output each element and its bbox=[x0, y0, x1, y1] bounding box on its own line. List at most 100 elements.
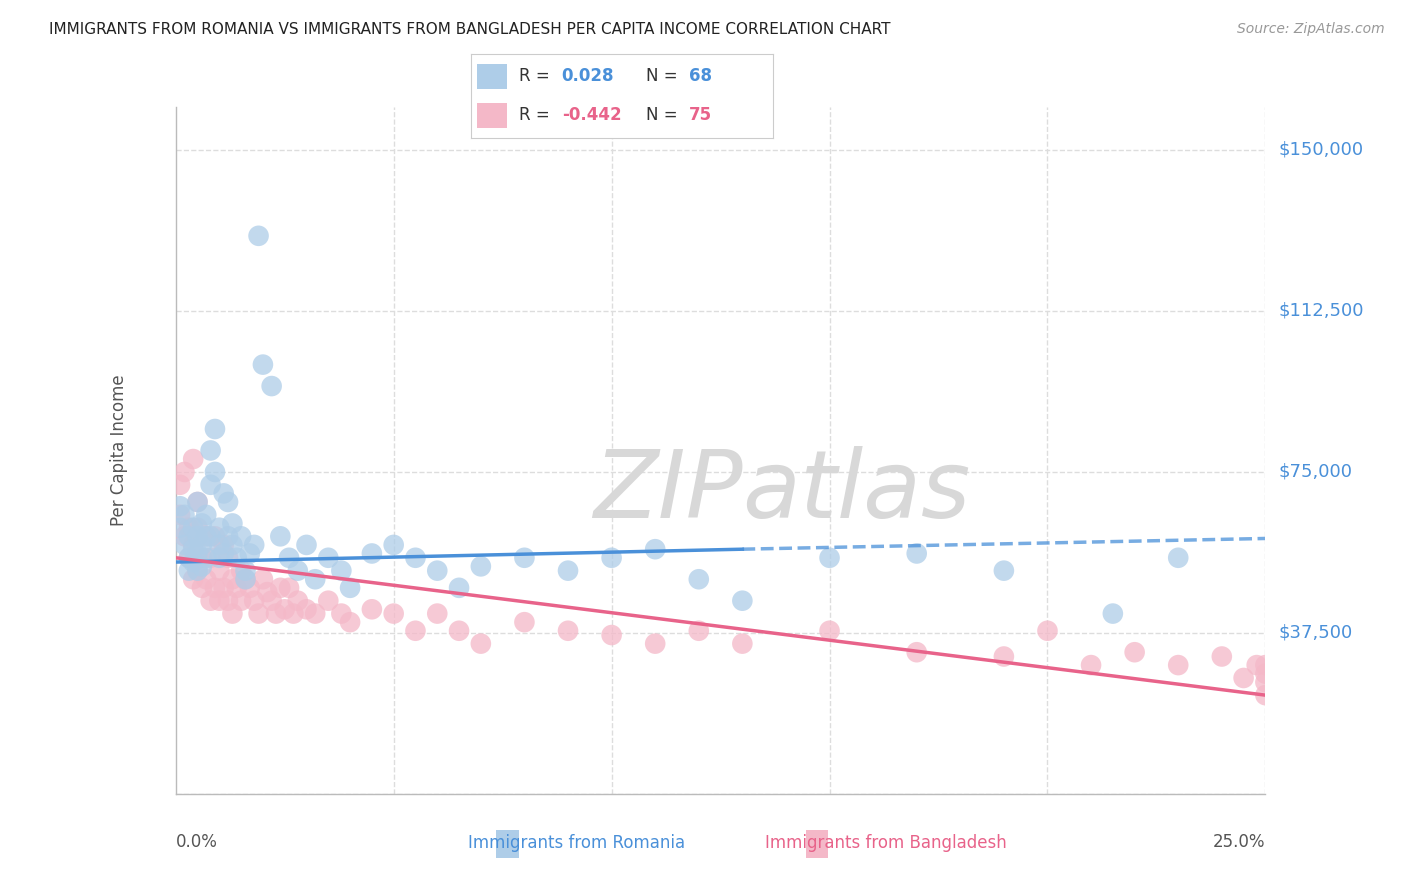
Point bbox=[221, 607, 243, 621]
Point bbox=[181, 521, 204, 535]
Point bbox=[235, 572, 257, 586]
Point bbox=[231, 529, 253, 543]
Point bbox=[208, 538, 231, 552]
Point bbox=[173, 508, 195, 522]
Point bbox=[274, 602, 297, 616]
Point bbox=[204, 529, 226, 543]
Text: 0.028: 0.028 bbox=[562, 68, 614, 86]
Point bbox=[264, 607, 287, 621]
Point bbox=[360, 602, 382, 616]
Point bbox=[212, 538, 235, 552]
Point bbox=[169, 478, 191, 492]
Point bbox=[557, 564, 579, 578]
Point bbox=[181, 452, 204, 467]
Point bbox=[191, 559, 214, 574]
Text: N =: N = bbox=[647, 68, 683, 86]
Point bbox=[1254, 658, 1277, 673]
Point bbox=[905, 645, 928, 659]
Point bbox=[295, 538, 318, 552]
Text: R =: R = bbox=[519, 68, 555, 86]
Point bbox=[208, 521, 231, 535]
Point bbox=[818, 624, 841, 638]
Text: IMMIGRANTS FROM ROMANIA VS IMMIGRANTS FROM BANGLADESH PER CAPITA INCOME CORRELAT: IMMIGRANTS FROM ROMANIA VS IMMIGRANTS FR… bbox=[49, 22, 891, 37]
Point bbox=[470, 637, 492, 651]
Point bbox=[1211, 649, 1233, 664]
Point bbox=[339, 615, 361, 630]
Point bbox=[195, 550, 218, 565]
Point bbox=[231, 593, 253, 607]
Point bbox=[191, 581, 214, 595]
Text: $37,500: $37,500 bbox=[1278, 624, 1353, 642]
Text: $112,500: $112,500 bbox=[1278, 302, 1364, 320]
Point bbox=[287, 564, 309, 578]
Text: 68: 68 bbox=[689, 68, 711, 86]
Point bbox=[644, 542, 666, 557]
Point bbox=[405, 550, 427, 565]
Point bbox=[513, 550, 536, 565]
Point bbox=[200, 478, 222, 492]
Point bbox=[200, 550, 222, 565]
Text: 25.0%: 25.0% bbox=[1213, 832, 1265, 850]
Point bbox=[1246, 658, 1268, 673]
Point bbox=[177, 529, 200, 543]
FancyBboxPatch shape bbox=[477, 103, 508, 128]
Text: atlas: atlas bbox=[742, 446, 970, 537]
Text: R =: R = bbox=[519, 106, 555, 124]
Point bbox=[173, 465, 195, 479]
Text: $75,000: $75,000 bbox=[1278, 463, 1353, 481]
Text: Immigrants from Bangladesh: Immigrants from Bangladesh bbox=[765, 834, 1007, 852]
Point bbox=[200, 529, 222, 543]
Point bbox=[243, 538, 266, 552]
Point bbox=[688, 572, 710, 586]
Text: ZIP: ZIP bbox=[593, 446, 742, 537]
Point bbox=[173, 529, 195, 543]
Point bbox=[1167, 658, 1189, 673]
Point bbox=[600, 628, 623, 642]
Point bbox=[204, 465, 226, 479]
Point bbox=[447, 624, 470, 638]
Point bbox=[247, 607, 270, 621]
Point bbox=[260, 379, 283, 393]
Point bbox=[186, 564, 209, 578]
Point bbox=[186, 564, 209, 578]
Point bbox=[731, 593, 754, 607]
Point bbox=[405, 624, 427, 638]
Point bbox=[204, 422, 226, 436]
Text: Per Capita Income: Per Capita Income bbox=[110, 375, 128, 526]
Text: N =: N = bbox=[647, 106, 683, 124]
Point bbox=[195, 508, 218, 522]
Point bbox=[239, 546, 262, 561]
Point bbox=[1036, 624, 1059, 638]
Point bbox=[186, 521, 209, 535]
Point bbox=[195, 529, 218, 543]
Point bbox=[600, 550, 623, 565]
Point bbox=[243, 593, 266, 607]
Point bbox=[269, 529, 291, 543]
Point bbox=[208, 564, 231, 578]
Point bbox=[818, 550, 841, 565]
Point bbox=[1080, 658, 1102, 673]
Point bbox=[1254, 688, 1277, 702]
Point bbox=[200, 593, 222, 607]
Point bbox=[731, 637, 754, 651]
Point bbox=[1167, 550, 1189, 565]
Point bbox=[221, 538, 243, 552]
Point bbox=[278, 550, 301, 565]
Point bbox=[330, 564, 353, 578]
Point bbox=[287, 593, 309, 607]
Point bbox=[181, 555, 204, 569]
Point bbox=[304, 607, 326, 621]
Point bbox=[169, 508, 191, 522]
Point bbox=[204, 581, 226, 595]
Point bbox=[644, 637, 666, 651]
Point bbox=[208, 550, 231, 565]
Point bbox=[382, 538, 405, 552]
Point bbox=[217, 495, 239, 509]
Point bbox=[186, 495, 209, 509]
Text: Immigrants from Romania: Immigrants from Romania bbox=[468, 834, 685, 852]
Point bbox=[905, 546, 928, 561]
Point bbox=[283, 607, 305, 621]
Point bbox=[993, 564, 1015, 578]
Point bbox=[212, 486, 235, 500]
Point bbox=[191, 538, 214, 552]
